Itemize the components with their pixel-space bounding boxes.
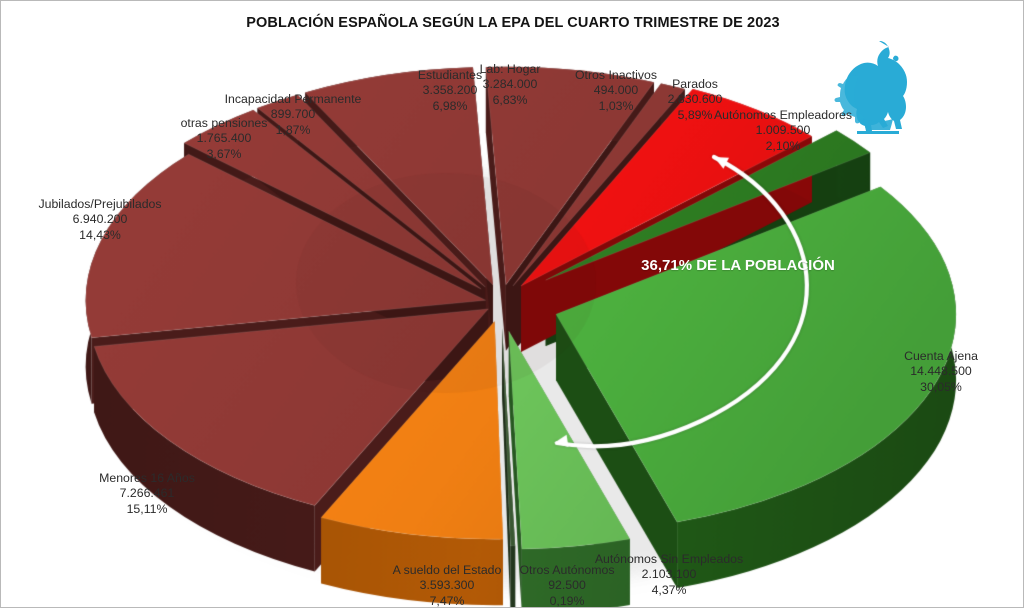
label-otros-autonomos-value: 92.500 — [548, 578, 586, 593]
label-lab-hogar-percent: 6,83% — [492, 92, 528, 107]
label-otros-inactivos-percent: 1,03% — [598, 98, 634, 113]
label-autonomos-empleadores-value: 1.009.500 — [755, 123, 811, 138]
label-cuenta-ajena-value: 14.448.500 — [910, 364, 972, 379]
label-cuenta-ajena: Cuenta Ajena 14.448.500 30,05% — [885, 349, 997, 395]
label-incapacidad-permanente-value: 899.700 — [270, 107, 316, 122]
label-autonomos-empleadores: Autónomos Empleadores 1.009.500 2,10% — [703, 108, 863, 154]
label-lab-hogar: Lab: Hogar 3.284.000 6,83% — [455, 62, 565, 108]
callout-line-1: 36,71% DE LA — [641, 257, 741, 274]
label-otras-pensiones-percent: 3,67% — [206, 146, 242, 161]
label-jubilados-percent: 14,43% — [79, 227, 121, 242]
label-otras-pensiones: otras pensiones 1.765.400 3,67% — [165, 116, 283, 162]
label-autonomos-sin-empleados-percent: 4,37% — [651, 582, 687, 597]
label-parados-percent: 5,89% — [677, 107, 713, 122]
label-cuenta-ajena-percent: 30,05% — [920, 379, 962, 394]
label-sueldo-estado: A sueldo del Estado 3.593.300 7,47% — [381, 563, 513, 608]
label-autonomos-sin-empleados-name: Autónomos Sin Empleados — [594, 552, 744, 566]
label-cuenta-ajena-name: Cuenta Ajena — [904, 349, 978, 363]
label-incapacidad-permanente-name: Incapacidad Permanente — [224, 92, 362, 106]
label-menores-16-name: Menores 16 Años — [99, 471, 195, 485]
label-autonomos-empleadores-percent: 2,10% — [765, 138, 801, 153]
label-autonomos-empleadores-name: Autónomos Empleadores — [713, 108, 853, 122]
label-estudiantes: Estudiantes 3.358.200 6,98% — [395, 68, 505, 114]
label-parados: Parados 2.830.600 5,89% — [645, 77, 745, 123]
label-incapacidad-permanente: Incapacidad Permanente 899.700 1,87% — [213, 92, 373, 138]
label-lab-hogar-value: 3.284.000 — [482, 77, 538, 92]
label-lab-hogar-name: Lab: Hogar — [479, 62, 541, 76]
label-jubilados-value: 6.940.200 — [72, 212, 128, 227]
label-otros-inactivos: Otros Inactivos 494.000 1,03% — [557, 68, 675, 114]
label-menores-16: Menores 16 Años 7.266.461 15,11% — [81, 471, 213, 517]
label-otros-autonomos-percent: 0,19% — [549, 593, 585, 608]
label-estudiantes-percent: 6,98% — [432, 98, 468, 113]
label-menores-16-value: 7.266.461 — [119, 486, 175, 501]
label-parados-name: Parados — [672, 77, 718, 91]
label-otros-autonomos: Otros Autónomos 92.500 0,19% — [509, 563, 625, 608]
label-sueldo-estado-name: A sueldo del Estado — [392, 563, 502, 577]
callout-line-2: POBLACIÓN — [744, 257, 835, 274]
label-estudiantes-name: Estudiantes — [417, 68, 483, 82]
label-autonomos-sin-empleados: Autónomos Sin Empleados 2.103.100 4,37% — [593, 552, 745, 598]
label-parados-value: 2.830.600 — [667, 92, 723, 107]
label-sueldo-estado-value: 3.593.300 — [419, 578, 475, 593]
label-autonomos-sin-empleados-value: 2.103.100 — [641, 567, 697, 582]
label-jubilados: Jubilados/Prejubilados 6.940.200 14,43% — [29, 197, 171, 243]
label-otros-autonomos-name: Otros Autónomos — [519, 563, 615, 577]
center-callout: 36,71% DE LA POBLACIÓN — [641, 256, 835, 275]
label-otras-pensiones-value: 1.765.400 — [196, 131, 252, 146]
label-otros-inactivos-value: 494.000 — [593, 83, 639, 98]
label-sueldo-estado-percent: 7,47% — [429, 593, 465, 608]
label-jubilados-name: Jubilados/Prejubilados — [38, 197, 162, 211]
griffin-logo-icon — [834, 41, 907, 134]
label-otros-inactivos-name: Otros Inactivos — [574, 68, 657, 82]
label-incapacidad-permanente-percent: 1,87% — [275, 122, 311, 137]
label-estudiantes-value: 3.358.200 — [422, 83, 478, 98]
label-menores-16-percent: 15,11% — [126, 501, 168, 516]
label-otras-pensiones-name: otras pensiones — [180, 116, 268, 130]
